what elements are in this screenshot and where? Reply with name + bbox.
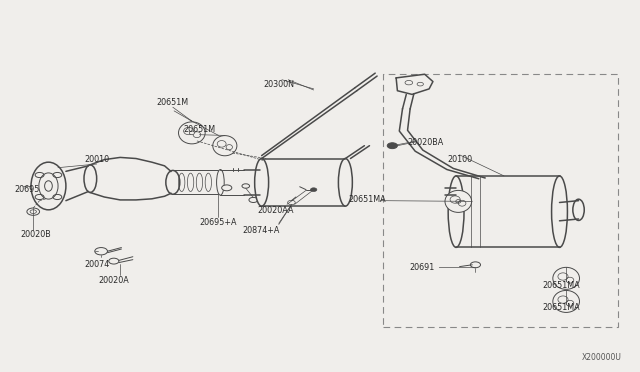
Text: 20010: 20010	[84, 155, 109, 164]
Ellipse shape	[31, 162, 66, 210]
Ellipse shape	[553, 267, 579, 289]
Text: 20651M: 20651M	[184, 125, 216, 134]
Circle shape	[221, 185, 232, 191]
Ellipse shape	[216, 170, 224, 195]
Ellipse shape	[445, 190, 472, 212]
Text: 20695+A: 20695+A	[200, 218, 237, 227]
Text: 20651M: 20651M	[157, 98, 189, 107]
Text: 20695: 20695	[14, 185, 40, 194]
Ellipse shape	[573, 199, 584, 221]
Ellipse shape	[255, 158, 269, 206]
Ellipse shape	[339, 158, 353, 206]
Ellipse shape	[166, 170, 180, 194]
Ellipse shape	[212, 136, 237, 156]
Circle shape	[387, 143, 397, 149]
Text: 20651MA: 20651MA	[349, 195, 387, 205]
Text: 20691: 20691	[409, 263, 434, 272]
Text: 20020A: 20020A	[99, 276, 129, 285]
Ellipse shape	[84, 165, 97, 192]
Text: 20874+A: 20874+A	[243, 226, 280, 235]
Ellipse shape	[553, 291, 579, 312]
Ellipse shape	[552, 176, 568, 247]
Circle shape	[310, 188, 317, 192]
Ellipse shape	[179, 122, 205, 144]
Text: 20074: 20074	[84, 260, 109, 269]
Text: 20020BA: 20020BA	[408, 138, 444, 147]
Ellipse shape	[45, 181, 52, 191]
Text: X200000U: X200000U	[582, 353, 621, 362]
Ellipse shape	[189, 131, 195, 135]
Text: 20651MA: 20651MA	[542, 281, 580, 290]
Bar	[383, 74, 618, 327]
Text: 20651MA: 20651MA	[542, 303, 580, 312]
Text: 20300N: 20300N	[263, 80, 294, 89]
Text: 20100: 20100	[447, 155, 472, 164]
Ellipse shape	[255, 169, 268, 196]
Text: 20020B: 20020B	[20, 230, 51, 239]
Text: 20020AA: 20020AA	[257, 206, 294, 215]
Ellipse shape	[448, 176, 464, 247]
